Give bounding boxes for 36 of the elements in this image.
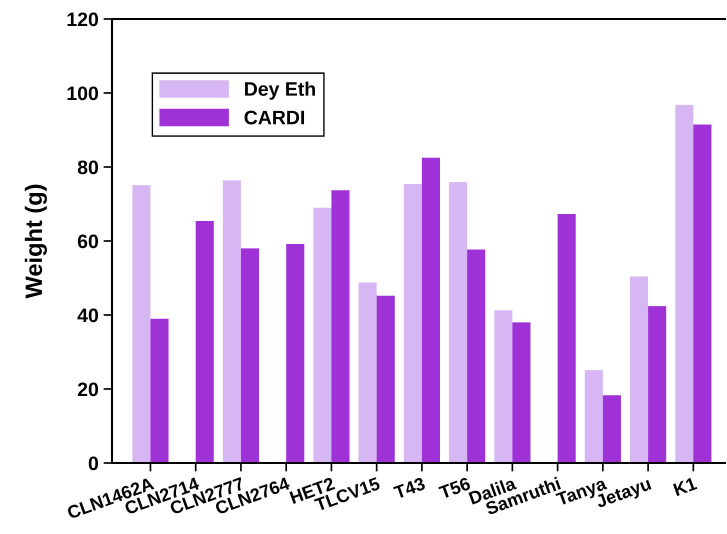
y-tick-label: 120 [68,12,98,26]
bar [449,182,468,463]
y-tick-label: 80 [78,160,98,174]
legend-label: CARDI [244,110,304,124]
bar [150,318,169,463]
y-tick-label: 100 [68,86,98,100]
bar [222,180,241,463]
bar [584,370,603,463]
x-tick-label: K1 [673,476,698,496]
legend-label: Dey Eth [245,82,315,100]
bar [494,310,512,463]
bar [286,244,304,463]
bar [675,104,694,463]
bar [422,158,440,463]
bar [358,282,377,463]
bar [630,276,648,463]
bar [648,306,666,463]
bar [558,214,576,463]
bar [602,395,621,463]
bar [376,296,395,463]
bar [693,124,712,463]
y-axis-title: Weight (g) [24,184,47,298]
y-tick-label: 20 [78,382,98,396]
bar [467,250,486,463]
bar [512,322,530,463]
bar [331,190,350,463]
bar [404,184,422,463]
bar [313,208,332,463]
x-tick-label: T56 [438,476,472,500]
bar [196,221,214,463]
bar [240,248,260,463]
y-tick-label: 40 [77,308,98,322]
y-tick-label: 60 [78,234,98,248]
bar [132,185,150,463]
x-tick-label: T43 [393,476,426,500]
y-tick-label: 0 [88,456,98,470]
